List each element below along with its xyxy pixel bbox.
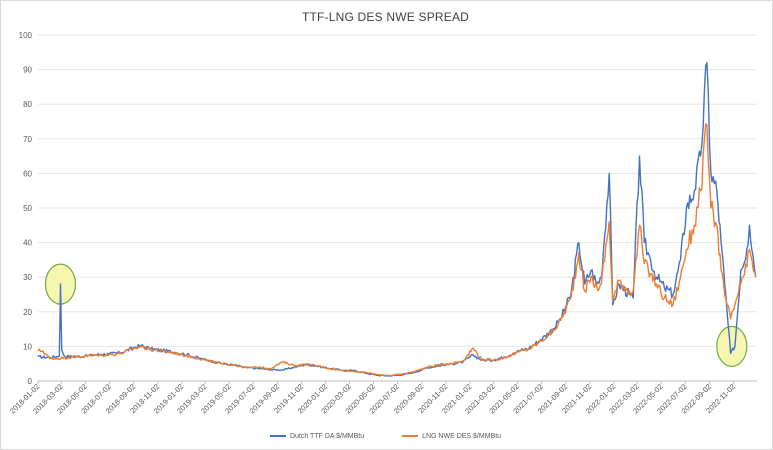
- y-tick-label-60: 60: [23, 169, 32, 178]
- y-axis: 0 10 20 30 40 50 60 70 80 90 100: [19, 31, 33, 386]
- x-axis: 2018-01-022018-03-022018-05-022018-07-02…: [8, 381, 737, 416]
- legend-item-ttf: Dutch TTF DA $/MMBtu: [269, 432, 365, 440]
- legend-swatch-lng: [402, 435, 419, 437]
- legend-label-lng: LNG NWE DES $/MMBtu: [422, 432, 502, 440]
- y-tick-label-90: 90: [23, 66, 32, 75]
- series-line-ttf: [37, 62, 757, 377]
- highlight-circle-2: [716, 325, 748, 367]
- y-tick-label-80: 80: [23, 100, 32, 109]
- chart-legend: Dutch TTF DA $/MMBtu LNG NWE DES $/MMBtu: [0, 432, 771, 440]
- y-tick-label-20: 20: [23, 308, 32, 317]
- chart-title: TTF-LNG DES NWE SPREAD: [301, 10, 470, 24]
- legend-swatch-ttf: [269, 435, 286, 437]
- series-lines: [37, 62, 757, 377]
- y-tick-label-0: 0: [28, 377, 33, 386]
- series-line-lng: [37, 123, 757, 377]
- y-tick-label-40: 40: [23, 239, 32, 248]
- legend-item-lng: LNG NWE DES $/MMBtu: [402, 433, 501, 440]
- y-tick-label-30: 30: [23, 273, 32, 282]
- chart-plot-area: 0 10 20 30 40 50 60 70 80 90 100 2018-01-022018-03…: [8, 31, 757, 416]
- gridlines: [38, 34, 757, 382]
- y-tick-label-50: 50: [23, 204, 32, 213]
- y-tick-label-10: 10: [23, 342, 32, 351]
- annotation-layer: [44, 263, 748, 367]
- y-tick-label-70: 70: [23, 135, 32, 144]
- legend-label-ttf: Dutch TTF DA $/MMBtu: [289, 432, 365, 440]
- y-tick-label-100: 100: [19, 31, 33, 40]
